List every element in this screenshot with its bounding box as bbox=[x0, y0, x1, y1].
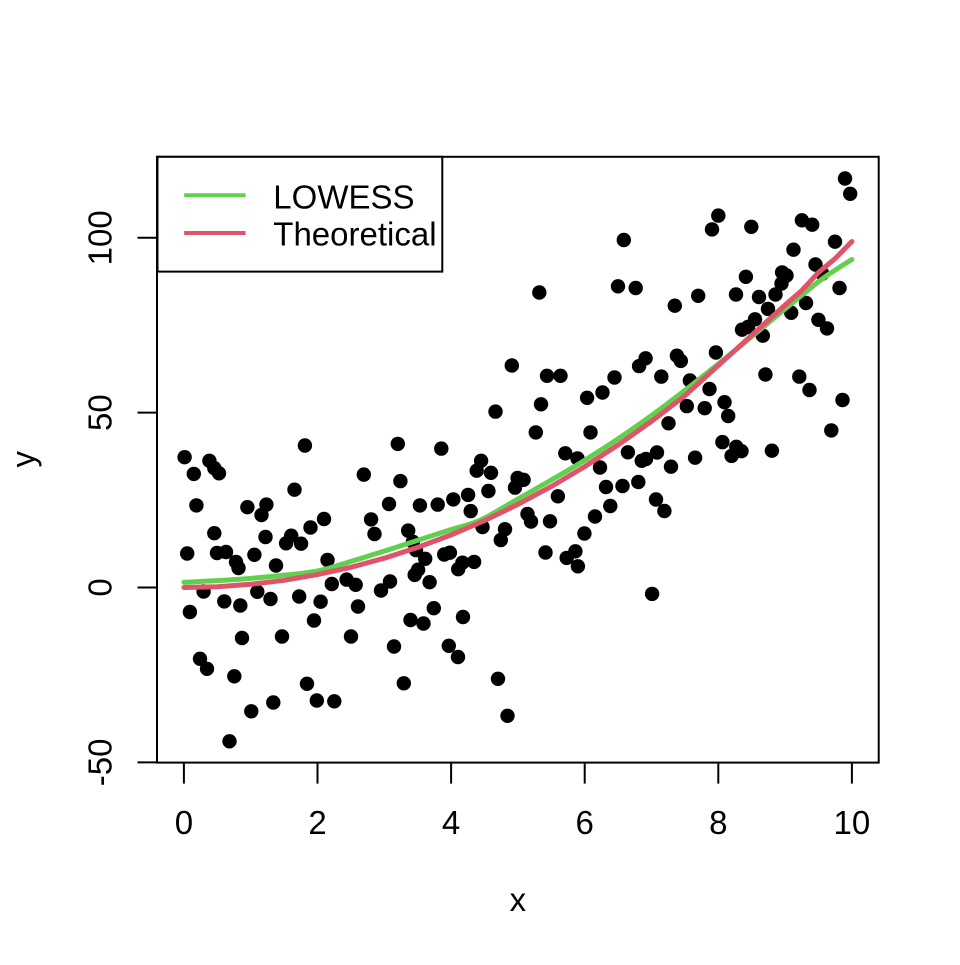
svg-text:10: 10 bbox=[834, 804, 871, 841]
svg-text:2: 2 bbox=[308, 804, 326, 841]
svg-text:0: 0 bbox=[175, 804, 193, 841]
svg-text:LOWESS: LOWESS bbox=[273, 178, 414, 215]
svg-text:0: 0 bbox=[82, 578, 119, 596]
svg-text:y: y bbox=[5, 451, 42, 468]
svg-text:-50: -50 bbox=[82, 739, 119, 787]
svg-text:8: 8 bbox=[709, 804, 727, 841]
svg-text:50: 50 bbox=[82, 394, 119, 431]
svg-text:6: 6 bbox=[576, 804, 594, 841]
svg-text:x: x bbox=[510, 881, 527, 918]
svg-text:4: 4 bbox=[442, 804, 460, 841]
svg-text:100: 100 bbox=[82, 210, 119, 265]
svg-text:Theoretical: Theoretical bbox=[273, 215, 436, 252]
